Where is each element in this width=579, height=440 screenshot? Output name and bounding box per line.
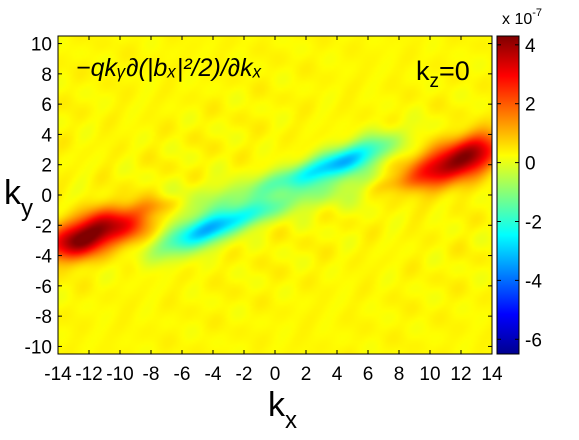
colorbar-exponent: x 10-7 xyxy=(502,7,542,28)
x-tick-label: -14 xyxy=(44,364,72,385)
colorbar-exponent-power: -7 xyxy=(532,7,542,19)
y-tick-label: 10 xyxy=(31,35,52,56)
y-axis-label: ky xyxy=(4,174,33,222)
x-tick-label: 12 xyxy=(450,364,471,385)
kz-value: =0 xyxy=(439,56,470,86)
y-tick-label: -2 xyxy=(35,216,52,237)
y-tick-label: -6 xyxy=(35,277,52,298)
y-tick-label: -4 xyxy=(35,247,52,268)
x-axis-ticks: -14 -12 -10 -8 -6 -4 -2 0 2 4 6 8 10 12 14 xyxy=(44,36,503,385)
y-tick-label: 8 xyxy=(41,65,52,86)
y-axis-label-sub: y xyxy=(21,195,33,222)
heatmap-field xyxy=(58,36,492,354)
x-tick-label: 0 xyxy=(270,364,281,385)
y-axis-ticks: -10 -8 -6 -4 -2 0 2 4 6 8 10 xyxy=(25,35,492,358)
y-tick-label: -8 xyxy=(35,307,52,328)
x-tick-label: -10 xyxy=(106,364,133,385)
x-tick-label: -8 xyxy=(143,364,160,385)
x-axis-label-sub: x xyxy=(285,407,297,434)
kz-sub: z xyxy=(430,71,440,92)
y-axis-label-base: k xyxy=(4,174,22,212)
x-axis-label: kx xyxy=(268,386,297,434)
y-tick-label: -10 xyxy=(25,337,52,358)
colorbar-exponent-base: x 10 xyxy=(502,11,532,28)
x-tick-label: -4 xyxy=(205,364,222,385)
y-tick-label: 2 xyxy=(41,156,52,177)
x-tick-label: -12 xyxy=(75,364,102,385)
kz-annotation: kz=0 xyxy=(416,56,470,92)
x-axis-label-base: k xyxy=(268,386,286,424)
colorbar-tick-label: -6 xyxy=(525,330,542,351)
y-tick-label: 6 xyxy=(41,95,52,116)
colorbar-gradient xyxy=(496,35,520,355)
colorbar-ticks: -6 -4 -2 0 2 4 xyxy=(497,36,542,351)
kz-base: k xyxy=(416,56,430,86)
x-tick-label: 2 xyxy=(301,364,312,385)
x-tick-label: 6 xyxy=(363,364,374,385)
colorbar-tick-label: 2 xyxy=(525,95,536,116)
colorbar-tick-label: 4 xyxy=(525,36,536,57)
x-tick-label: -2 xyxy=(236,364,253,385)
formula-annotation: −qkᵧ∂(|bₓ|²/2)/∂kₓ xyxy=(76,54,262,82)
x-tick-label: 10 xyxy=(419,364,440,385)
y-tick-label: 0 xyxy=(41,186,52,207)
x-tick-label: 8 xyxy=(394,364,405,385)
colorbar-tick-label: -2 xyxy=(525,213,542,234)
plot-area xyxy=(57,35,493,355)
colorbar: -6 -4 -2 0 2 4 x 10-7 xyxy=(496,7,542,355)
y-tick-label: 4 xyxy=(41,125,52,146)
x-tick-label: 14 xyxy=(481,364,503,385)
colorbar-tick-label: 0 xyxy=(525,154,536,175)
x-tick-label: 4 xyxy=(332,364,343,385)
colorbar-tick-label: -4 xyxy=(525,271,542,292)
x-tick-label: -6 xyxy=(174,364,191,385)
